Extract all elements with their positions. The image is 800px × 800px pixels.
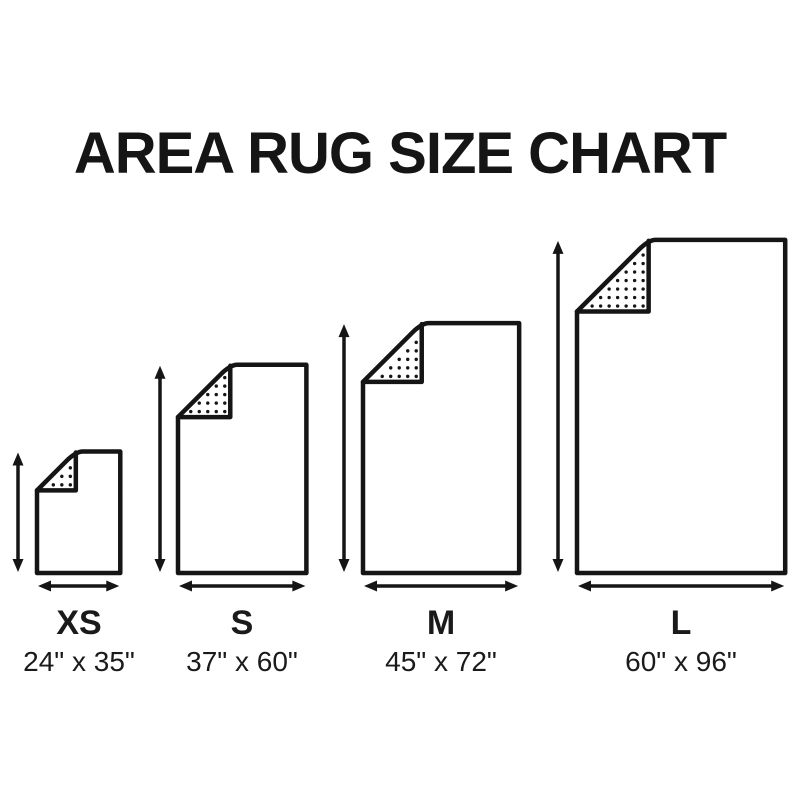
fold-edge bbox=[175, 363, 233, 420]
fold-dots-pattern bbox=[590, 253, 645, 308]
rug-caption-xs: XS 24" x 35" bbox=[0, 604, 179, 677]
rug-caption-l: L 60" x 96" bbox=[581, 604, 781, 677]
rug-size-label-xs: XS bbox=[56, 604, 102, 642]
rug-s bbox=[154, 362, 309, 592]
width-arrow-l bbox=[578, 580, 785, 592]
rug-outline bbox=[175, 362, 309, 576]
rug-caption-m: M 45" x 72" bbox=[341, 604, 541, 677]
rug-dimensions-s: 37" x 60" bbox=[186, 646, 298, 677]
rug-m bbox=[338, 320, 522, 592]
rug-dimensions-m: 45" x 72" bbox=[385, 646, 497, 677]
fold-dots-pattern bbox=[380, 340, 418, 379]
rug-size-label-l: L bbox=[670, 604, 692, 642]
rug-dimensions-xs: 24" x 35" bbox=[23, 646, 135, 677]
rug-dimensions-l: 60" x 96" bbox=[625, 646, 737, 677]
width-arrow-s bbox=[179, 580, 306, 592]
height-arrow-s bbox=[154, 365, 166, 572]
height-arrow-m bbox=[338, 324, 350, 572]
rug-xs bbox=[12, 449, 123, 592]
fold-edge bbox=[360, 321, 424, 385]
page-title: AREA RUG SIZE CHART bbox=[73, 121, 727, 186]
width-arrow-m bbox=[364, 580, 519, 592]
fold-dots-pattern bbox=[51, 466, 73, 487]
rug-outline bbox=[574, 237, 788, 576]
rug-outline bbox=[360, 320, 522, 576]
rug-caption-s: S 37" x 60" bbox=[142, 604, 342, 677]
fold-edge bbox=[34, 450, 79, 493]
rug-size-label-m: M bbox=[426, 604, 456, 642]
rug-l bbox=[552, 237, 788, 592]
rug-size-label-s: S bbox=[230, 604, 254, 642]
fold-dots-pattern bbox=[189, 375, 227, 414]
width-arrow-xs bbox=[38, 580, 120, 592]
height-arrow-l bbox=[552, 240, 564, 572]
height-arrow-xs bbox=[12, 452, 24, 572]
rug-outline bbox=[34, 449, 123, 576]
fold-edge bbox=[574, 238, 651, 314]
